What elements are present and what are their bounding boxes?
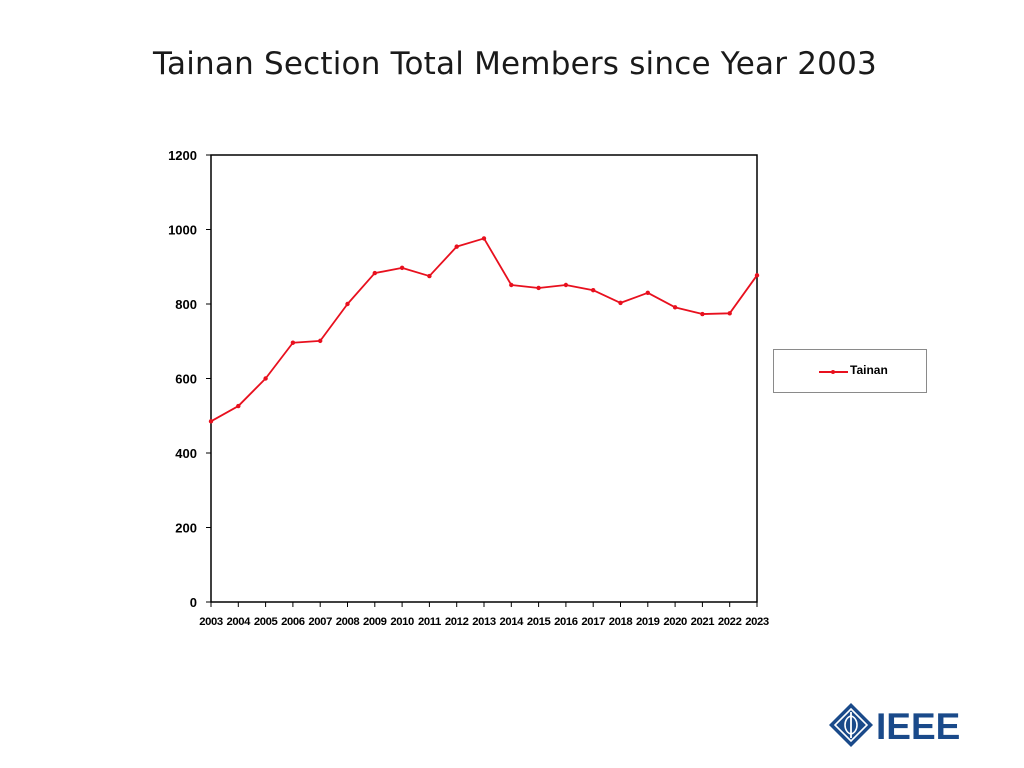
data-point bbox=[236, 403, 241, 409]
plot-area bbox=[210, 154, 758, 603]
x-tick-label: 2015 bbox=[527, 616, 551, 628]
legend-marker-icon bbox=[831, 370, 835, 374]
x-tick-label: 2023 bbox=[745, 616, 769, 628]
y-tick-label: 800 bbox=[175, 297, 197, 312]
x-tick-label: 2018 bbox=[609, 616, 633, 628]
chart-legend: Tainan bbox=[773, 349, 927, 393]
data-point bbox=[591, 288, 596, 293]
data-point bbox=[372, 270, 377, 276]
data-point bbox=[208, 419, 214, 424]
data-point bbox=[700, 311, 705, 317]
data-point bbox=[727, 311, 732, 316]
x-tick-label: 2009 bbox=[363, 616, 387, 628]
x-tick-label: 2021 bbox=[691, 616, 715, 628]
x-tick-label: 2005 bbox=[254, 616, 278, 628]
x-tick-label: 2007 bbox=[308, 616, 332, 628]
data-point bbox=[427, 273, 432, 279]
data-point bbox=[399, 265, 405, 271]
x-tick-label: 2006 bbox=[281, 616, 305, 628]
x-tick-label: 2014 bbox=[500, 616, 525, 628]
x-tick-label: 2019 bbox=[636, 616, 660, 628]
data-point bbox=[645, 290, 650, 296]
x-tick-label: 2020 bbox=[663, 616, 687, 628]
y-tick-label: 200 bbox=[175, 521, 197, 536]
data-point bbox=[263, 376, 268, 381]
x-tick-label: 2022 bbox=[718, 616, 742, 628]
slide-title: Tainan Section Total Members since Year … bbox=[153, 46, 877, 82]
x-tick-label: 2013 bbox=[472, 616, 496, 628]
data-point bbox=[754, 273, 760, 278]
data-point bbox=[536, 285, 541, 291]
legend-label-tainan: Tainan bbox=[850, 363, 888, 377]
x-tick-label: 2004 bbox=[227, 616, 252, 628]
data-point bbox=[345, 301, 350, 307]
x-tick-label: 2016 bbox=[554, 616, 578, 628]
data-point bbox=[481, 236, 487, 241]
y-tick-label: 400 bbox=[175, 446, 197, 461]
data-point bbox=[454, 244, 459, 249]
data-point bbox=[509, 282, 514, 288]
data-point bbox=[290, 340, 296, 345]
y-tick-label: 0 bbox=[190, 595, 197, 610]
ieee-logo: IEEE bbox=[829, 703, 960, 747]
y-tick-label: 600 bbox=[175, 372, 197, 387]
x-tick-label: 2017 bbox=[581, 616, 605, 628]
x-tick-label: 2012 bbox=[445, 616, 469, 628]
x-tick-label: 2011 bbox=[418, 616, 441, 628]
legend-swatch-tainan bbox=[819, 370, 848, 374]
data-point bbox=[563, 282, 569, 288]
data-point bbox=[618, 300, 623, 306]
x-tick-label: 2003 bbox=[199, 616, 223, 628]
data-point bbox=[672, 305, 678, 310]
y-tick-label: 1000 bbox=[168, 223, 197, 238]
ieee-wordmark: IEEE bbox=[876, 706, 960, 747]
data-point bbox=[318, 338, 323, 344]
x-tick-label: 2008 bbox=[336, 616, 360, 628]
ieee-kite-icon bbox=[829, 703, 873, 747]
x-tick-label: 2010 bbox=[390, 616, 414, 628]
y-tick-label: 1200 bbox=[168, 148, 197, 163]
